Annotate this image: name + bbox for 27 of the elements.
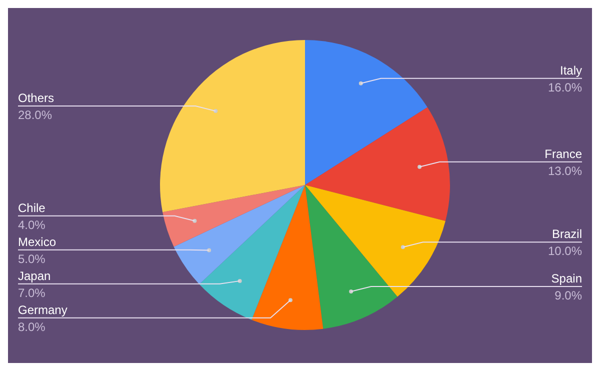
- slice-label: Others: [18, 91, 54, 106]
- pie-slice: [305, 185, 446, 297]
- data-label: 7.0%: [18, 286, 46, 300]
- slice-label: Japan: [18, 268, 51, 283]
- pie-slice: [305, 107, 450, 222]
- data-label: 9.0%: [554, 288, 582, 302]
- slice-label: France: [544, 146, 582, 161]
- slice-label: Italy: [560, 63, 582, 78]
- pie-slice: [199, 185, 305, 320]
- slice-label: Mexico: [18, 234, 56, 249]
- data-label: 10.0%: [548, 244, 582, 258]
- pie-slice: [305, 40, 428, 185]
- pie-slice: [174, 185, 305, 284]
- data-label: 8.0%: [18, 320, 46, 334]
- slice-label: Brazil: [552, 227, 582, 242]
- pie-slice: [160, 40, 305, 212]
- data-label: 16.0%: [548, 80, 582, 94]
- data-label: 13.0%: [548, 164, 582, 178]
- slice-label: Germany: [18, 302, 68, 317]
- data-label: 28.0%: [18, 108, 52, 122]
- slice-label: Chile: [18, 200, 46, 215]
- pie-slice: [162, 185, 305, 247]
- pie-slice: [305, 185, 398, 329]
- pie-slice: [252, 185, 324, 330]
- data-label: 4.0%: [18, 218, 46, 232]
- data-label: 5.0%: [18, 252, 46, 266]
- slice-label: Spain: [551, 271, 582, 286]
